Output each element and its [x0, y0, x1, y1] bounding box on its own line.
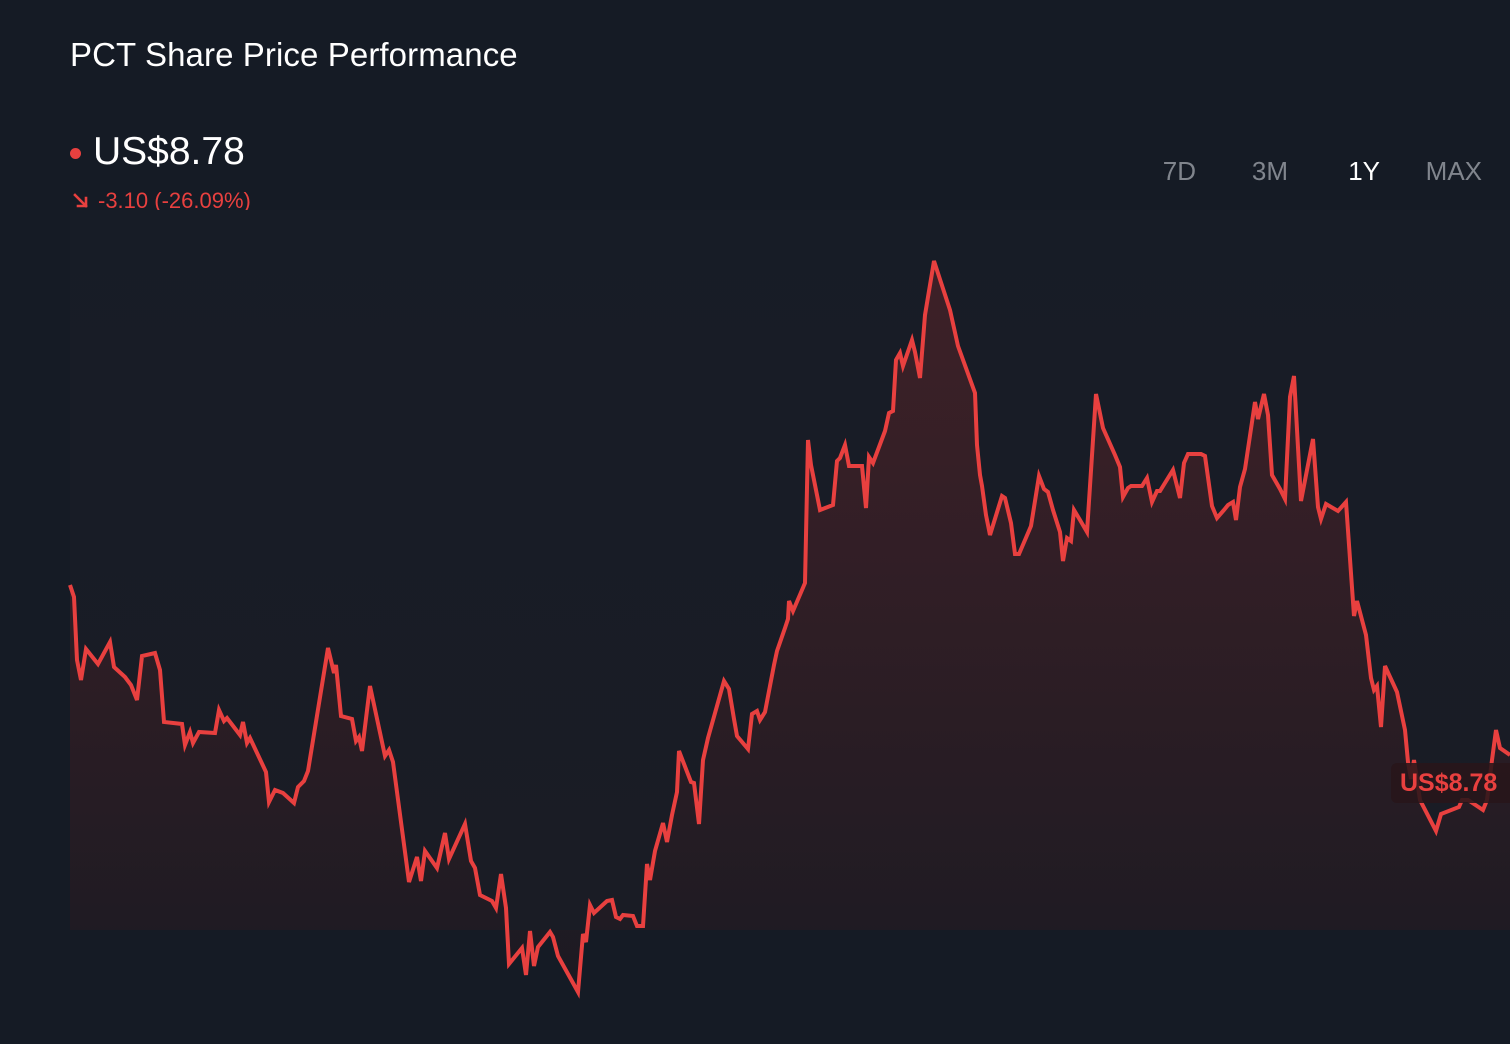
range-7d-button[interactable]: 7D [1134, 156, 1196, 187]
range-3m-button[interactable]: 3M [1196, 156, 1288, 187]
price-area-fill [70, 261, 1510, 992]
current-price-row: US$8.78 [70, 130, 245, 174]
price-line [68, 260, 1510, 999]
current-price: US$8.78 [93, 130, 245, 173]
range-1y-button[interactable]: 1Y [1288, 156, 1380, 187]
last-price-label: US$8.78 [1391, 763, 1510, 803]
arrow-down-right-icon [73, 193, 88, 208]
time-range-selector: 7D 3M 1Y MAX [1134, 156, 1482, 187]
price-change-row: -3.10 (-26.09%) [72, 188, 251, 214]
page-title: PCT Share Price Performance [70, 36, 518, 73]
price-change: -3.10 (-26.09%) [98, 188, 251, 213]
range-max-button[interactable]: MAX [1380, 156, 1482, 187]
series-dot-icon [70, 147, 81, 159]
